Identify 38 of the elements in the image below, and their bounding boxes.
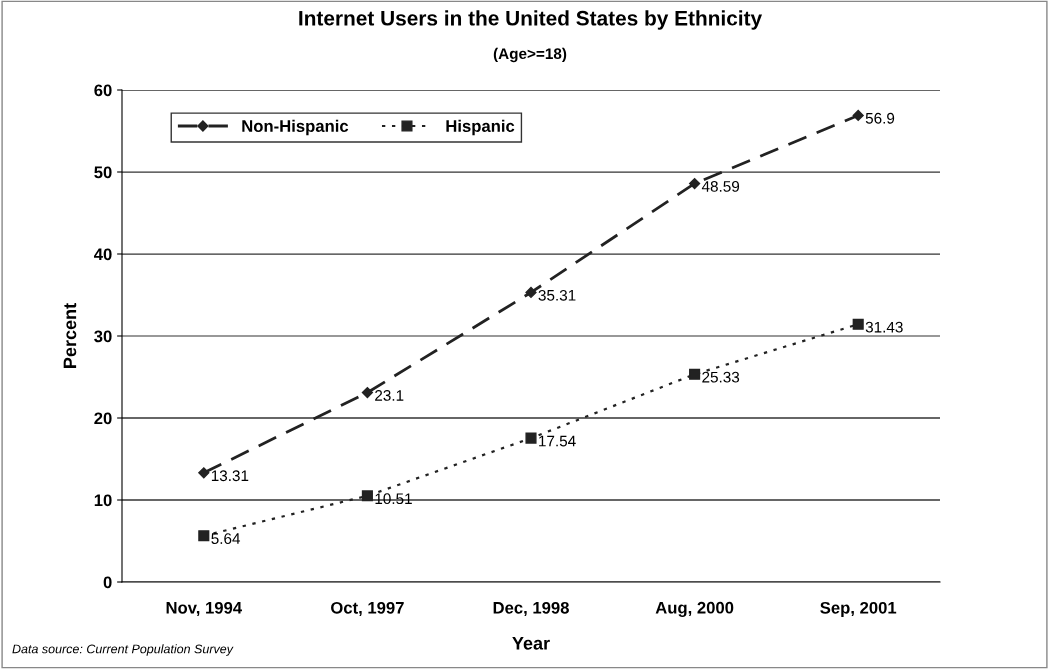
- point: [852, 109, 864, 122]
- data-label: 35.31: [538, 289, 576, 301]
- point: [361, 386, 374, 399]
- source-note: Data source: Current Population Survey: [12, 644, 234, 656]
- x-tick-label: Oct, 1997: [331, 601, 404, 617]
- y-tick-label: 0: [103, 576, 112, 589]
- data-label: 31.43: [865, 321, 903, 333]
- x-tick-label: Dec, 1998: [493, 601, 569, 617]
- x-tick-label: Nov, 1994: [166, 601, 243, 617]
- x-tick-label: Sep, 2001: [820, 601, 897, 617]
- point: [525, 286, 537, 299]
- data-label: 5.64: [211, 533, 241, 545]
- point: [852, 318, 864, 330]
- point: [525, 432, 537, 444]
- point: [361, 490, 373, 502]
- data-label: 56.9: [865, 112, 895, 124]
- x-tick-label: Aug, 2000: [655, 601, 734, 617]
- y-axis-title: Percent: [63, 303, 77, 368]
- data-label: 17.54: [539, 435, 576, 447]
- data-label: 25.33: [702, 371, 740, 383]
- data-label: 23.1: [375, 390, 404, 401]
- legend-label: Hispanic: [446, 119, 515, 136]
- y-tick-label: 60: [94, 84, 112, 97]
- chart-title: Internet Users in the United States by Ethnicity: [299, 10, 763, 30]
- point: [689, 368, 701, 380]
- legend-label: Non-Hispanic: [242, 119, 349, 136]
- y-tick-label: 20: [94, 412, 112, 425]
- data-label: 48.59: [701, 181, 740, 192]
- y-tick-label: 40: [93, 248, 112, 261]
- y-tick-label: 10: [94, 494, 112, 507]
- point: [688, 177, 701, 190]
- point: [198, 530, 210, 542]
- y-tick-label: 30: [94, 330, 112, 343]
- point: [198, 467, 210, 479]
- data-label: 13.31: [211, 470, 249, 482]
- x-axis-title: Year: [512, 637, 550, 650]
- y-tick-label: 50: [94, 166, 112, 179]
- chart-subtitle: (Age>=18): [493, 47, 567, 63]
